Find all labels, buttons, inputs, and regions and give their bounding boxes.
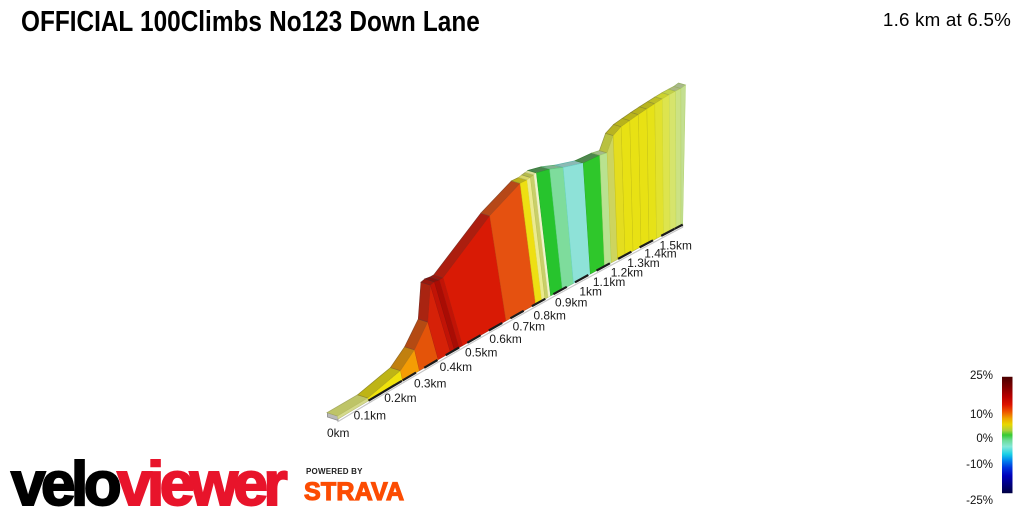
svg-text:0.9km: 0.9km bbox=[555, 296, 587, 310]
svg-text:0.8km: 0.8km bbox=[534, 308, 566, 322]
svg-text:1.3km: 1.3km bbox=[627, 256, 659, 270]
svg-text:1.1km: 1.1km bbox=[593, 275, 625, 289]
svg-text:1.2km: 1.2km bbox=[611, 266, 643, 280]
svg-text:0km: 0km bbox=[327, 426, 350, 440]
svg-text:0.7km: 0.7km bbox=[513, 319, 545, 333]
svg-text:0.4km: 0.4km bbox=[440, 360, 472, 374]
svg-text:0.1km: 0.1km bbox=[354, 409, 386, 423]
svg-text:0.2km: 0.2km bbox=[384, 391, 416, 405]
svg-text:1.4km: 1.4km bbox=[644, 247, 676, 261]
svg-text:1km: 1km bbox=[579, 285, 602, 299]
svg-text:0.6km: 0.6km bbox=[489, 332, 521, 346]
svg-text:0.3km: 0.3km bbox=[414, 377, 446, 391]
svg-text:0.5km: 0.5km bbox=[465, 346, 497, 360]
svg-text:1.5km: 1.5km bbox=[660, 239, 692, 253]
